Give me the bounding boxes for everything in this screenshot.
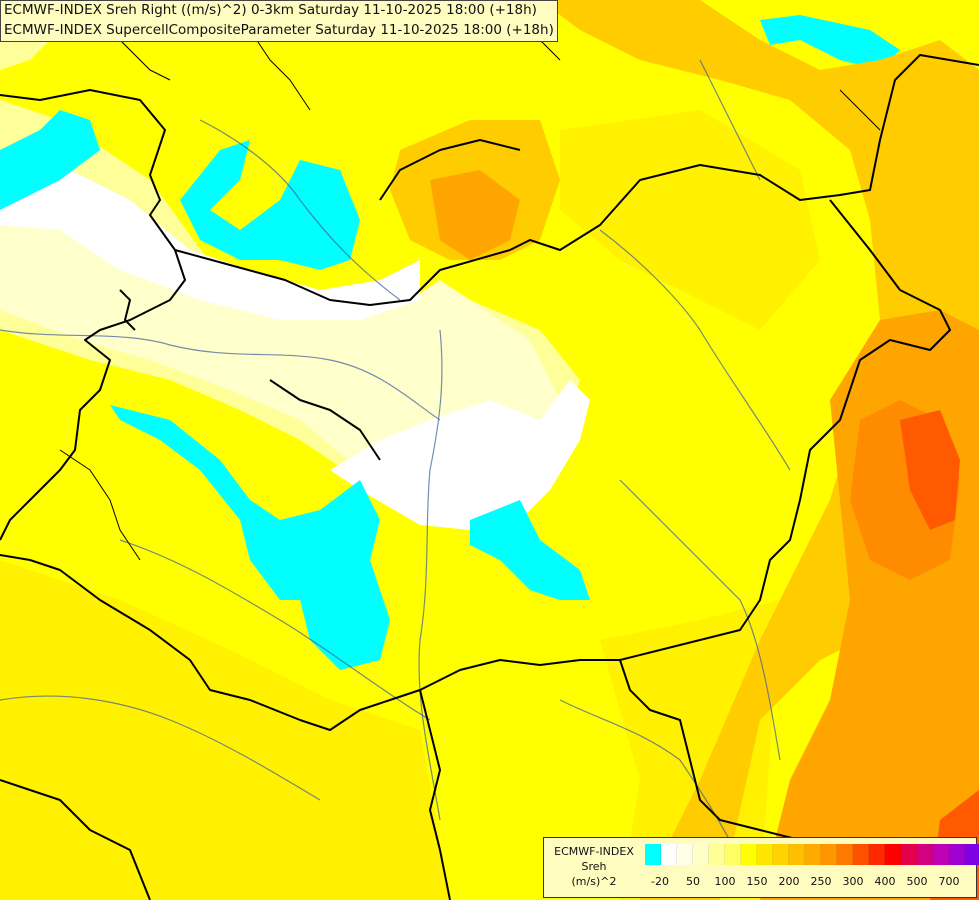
rivers [0, 59, 791, 861]
legend-swatch [853, 844, 869, 865]
field-white-center [330, 380, 590, 530]
border-line [0, 779, 151, 900]
border-line [269, 379, 381, 461]
field-cyan [180, 140, 360, 270]
legend-swatch [773, 844, 789, 865]
field-orange-north [430, 170, 520, 260]
legend-swatch [693, 844, 709, 865]
color-legend: ECMWF-INDEX Sreh (m/s)^2 -20 50 100 150 200 2… [543, 837, 979, 898]
legend-swatch [709, 844, 725, 865]
legend-swatch [949, 844, 965, 865]
legend-param: Sreh [581, 860, 607, 873]
border-line-thin [839, 89, 881, 131]
field-cyan [0, 110, 100, 210]
legend-tick-label: 200 [778, 875, 800, 888]
river-line [0, 329, 441, 421]
legend-tick-label: 250 [810, 875, 832, 888]
legend-swatch [805, 844, 821, 865]
legend-tick-label: 700 [938, 875, 960, 888]
border-line [379, 139, 521, 201]
legend-swatch [821, 844, 837, 865]
river-line [699, 59, 761, 181]
legend-swatch [645, 844, 661, 865]
legend-tick-label: 500 [906, 875, 928, 888]
field-yellow-orange [560, 110, 820, 330]
legend-tick-label: 50 [686, 875, 700, 888]
legend-tick-label: 100 [714, 875, 736, 888]
river-line [0, 695, 321, 801]
border-line [419, 689, 451, 900]
river-line [119, 539, 431, 721]
field-cyan [470, 500, 590, 600]
river-line [418, 329, 443, 821]
legend-swatch [757, 844, 773, 865]
legend-swatch [901, 844, 917, 865]
legend-tick-label: 300 [842, 875, 864, 888]
title-line-2: ECMWF-INDEX SupercellCompositeParameter … [4, 22, 554, 38]
legend-caption: ECMWF-INDEX Sreh (m/s)^2 [546, 844, 642, 889]
legend-swatch [837, 844, 853, 865]
legend-swatch [741, 844, 757, 865]
field-cyan [110, 405, 390, 670]
legend-tick-label: -20 [651, 875, 669, 888]
legend-swatch [917, 844, 933, 865]
legend-swatch [869, 844, 885, 865]
legend-swatch [933, 844, 949, 865]
legend-swatches [645, 844, 979, 865]
map-title: ECMWF-INDEX Sreh Right ((m/s)^2) 0-3km S… [0, 0, 558, 42]
river-line [599, 229, 791, 471]
legend-tick-label: 400 [874, 875, 896, 888]
legend-tick-label: 150 [746, 875, 768, 888]
river-line [199, 119, 401, 301]
legend-swatch [789, 844, 805, 865]
field-yellow-orange [0, 560, 450, 900]
border-line [0, 54, 979, 306]
legend-unit: (m/s)^2 [571, 875, 617, 888]
legend-swatch [661, 844, 677, 865]
border-line [0, 249, 186, 541]
border-line [119, 289, 136, 331]
field-red-orange [900, 410, 960, 530]
title-line-1: ECMWF-INDEX Sreh Right ((m/s)^2) 0-3km S… [4, 2, 537, 18]
river-line [559, 699, 741, 861]
legend-swatch [677, 844, 693, 865]
field-cyan [760, 15, 900, 70]
legend-swatch [725, 844, 741, 865]
border-line [619, 659, 831, 851]
legend-ticks: -20 50 100 150 200 250 300 400 500 700 [645, 875, 977, 891]
border-line-thin [59, 449, 141, 561]
legend-swatch [885, 844, 901, 865]
legend-swatch [965, 844, 979, 865]
field-white-north [0, 165, 420, 320]
river-line [619, 479, 781, 761]
legend-model: ECMWF-INDEX [554, 845, 634, 858]
